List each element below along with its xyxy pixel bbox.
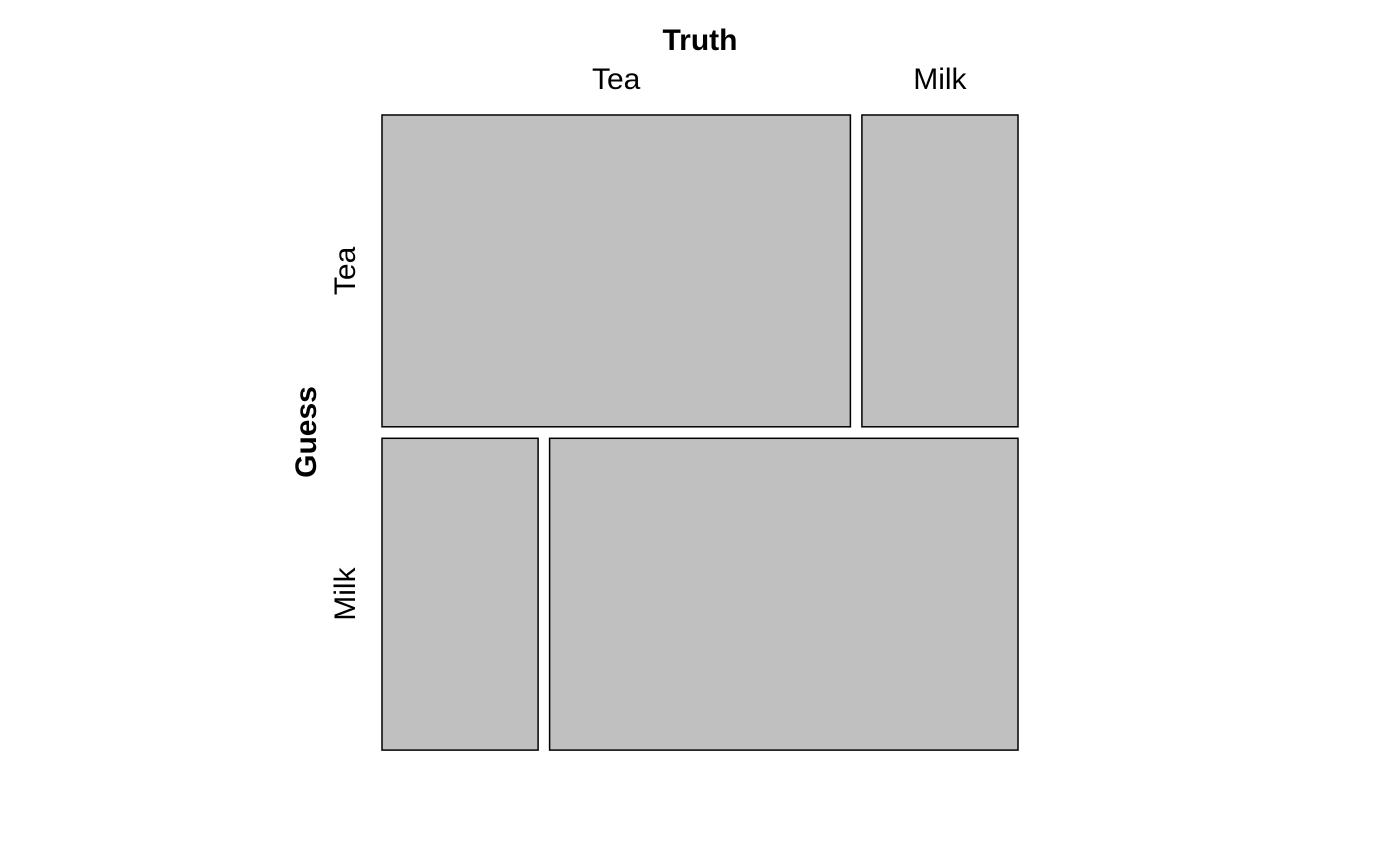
- row-level-label-milk: Milk: [329, 566, 362, 620]
- mosaic-tile-guess-tea-truth-milk: [861, 114, 1019, 428]
- mosaic-tile-guess-milk-truth-milk: [548, 437, 1019, 751]
- row-level-label-tea: Tea: [329, 246, 362, 295]
- column-variable-title: Truth: [663, 24, 738, 57]
- mosaic-tile-guess-milk-truth-tea: [381, 437, 539, 751]
- column-level-labels: Tea Milk: [592, 63, 968, 96]
- column-level-label-tea: Tea: [592, 63, 641, 96]
- mosaic-tile-guess-tea-truth-tea: [381, 114, 852, 428]
- row-variable-title: Guess: [290, 386, 323, 478]
- column-level-label-milk: Milk: [913, 63, 967, 96]
- row-level-labels: Tea Milk: [329, 246, 362, 620]
- mosaic-tiles: [381, 114, 1019, 751]
